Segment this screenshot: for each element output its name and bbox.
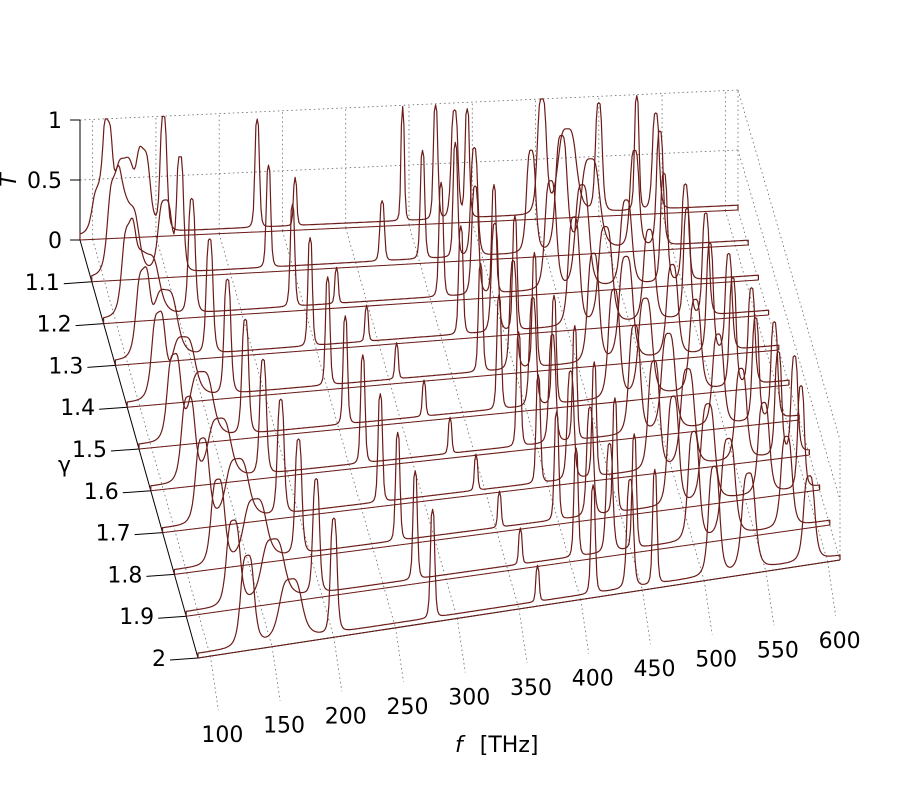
y-axis-label: γ [58,453,71,478]
y-tick-label: 1.9 [119,605,154,630]
x-tick-mark [456,618,466,673]
y-tick-mark [158,615,187,619]
series-baseline [115,314,769,366]
series-baseline [127,349,779,408]
series-baseline [186,524,830,617]
y-tick-mark [146,573,175,577]
series-trace [162,351,810,533]
x-axis-label: f [THz] [455,733,538,758]
y-tick-label: 1.1 [25,271,60,296]
x-tick-label: 500 [695,648,737,673]
x-tick-mark [209,656,219,711]
z-tick-label: 1 [48,109,62,134]
series-trace [185,430,831,617]
y-tick-label: 1.5 [72,438,107,463]
series-baseline [91,244,749,283]
z-tick-label: 0 [48,229,62,254]
floor-grid-line [282,230,396,628]
x-tick-mark [642,590,651,645]
x-tick-label: 600 [819,629,861,654]
back-wall-grid-line [79,149,739,181]
z-axis-label: T [0,172,22,187]
y-tick-label: 1.7 [96,522,131,547]
x-tick-mark [765,571,775,626]
trace-layer [79,95,841,659]
series-trace [103,172,759,324]
series-trace [173,385,821,575]
x-axis-label-italic: f [455,733,466,758]
z-tick-label: 0.5 [27,169,62,194]
series-baseline [103,279,759,325]
x-tick-label: 200 [325,704,367,729]
back-wall-grid-line [79,89,739,121]
series-trace [150,317,800,491]
x-tick-label: 550 [757,638,799,663]
x-tick-mark [333,637,343,692]
y-tick-mark [99,406,128,410]
series-trace [114,207,770,366]
x-tick-label: 100 [201,723,243,748]
x-tick-mark [518,608,528,664]
y-tick-label: 1.2 [37,313,72,338]
x-tick-mark [271,646,281,701]
y-tick-mark [110,448,140,452]
y-tick-mark [122,490,151,494]
y-tick-mark [134,532,163,536]
y-tick-label: 2 [152,647,166,672]
tick-layer: 100 150 200 250 300 350 400 450 500 550 600 1.1 1.2 1… [25,109,861,748]
series-baseline [150,419,800,492]
x-tick-label: 250 [387,695,429,720]
floor-grid-line [535,219,643,591]
x-tick-label: 300 [448,685,490,710]
x-tick-label: 400 [572,667,614,692]
series-baseline [162,454,810,534]
side-wall-grid-line [737,89,841,441]
x-tick-mark [827,561,837,616]
x-tick-mark [580,599,590,654]
x-tick-label: 350 [510,676,552,701]
x-tick-mark [395,627,404,682]
x-tick-label: 450 [633,657,675,682]
series-trace [91,130,749,282]
series-baseline [174,489,820,575]
y-tick-label: 1.8 [107,563,142,588]
series-trace [79,95,739,240]
y-tick-mark [169,657,199,661]
x-tick-label: 150 [263,714,305,739]
floor-grid-line [661,213,767,572]
y-tick-label: 1.4 [60,396,95,421]
series-trace [197,465,841,658]
series-baseline [138,384,790,450]
y-tick-mark [75,323,104,327]
x-tick-mark [703,580,713,635]
x-axis-label-unit: [THz] [480,733,539,758]
y-tick-label: 1.6 [84,480,119,505]
y-tick-label: 1.3 [48,354,83,379]
y-tick-mark [63,281,92,285]
y-tick-mark [87,364,116,368]
series-trace [126,242,780,408]
series-trace [138,276,790,449]
